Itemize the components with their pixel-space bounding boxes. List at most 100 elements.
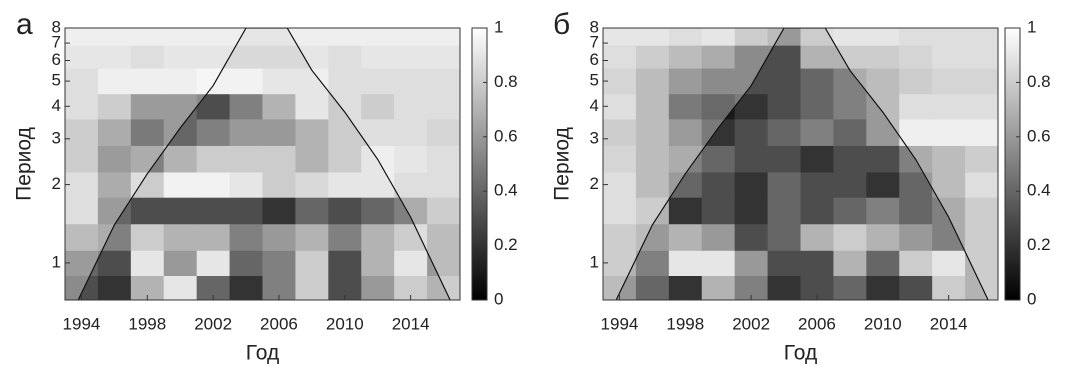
heat-cell bbox=[701, 145, 736, 173]
heat-cell bbox=[833, 28, 867, 46]
heat-cell bbox=[603, 93, 637, 120]
heat-cell bbox=[965, 223, 998, 251]
heat-cell bbox=[163, 68, 198, 95]
heat-cell bbox=[196, 28, 231, 46]
heat-cell bbox=[635, 68, 670, 95]
x-tick-label: 2014 bbox=[392, 314, 430, 333]
heat-cell bbox=[965, 145, 998, 173]
heat-cell bbox=[361, 68, 395, 95]
heat-cell bbox=[97, 145, 132, 173]
heat-cell bbox=[97, 118, 132, 146]
coi-line bbox=[77, 28, 451, 300]
x-tick-label: 1998 bbox=[128, 314, 166, 333]
colorbar-tick-label: 0.8 bbox=[1027, 72, 1051, 91]
heat-cell bbox=[361, 223, 395, 251]
panel-label: б bbox=[553, 8, 570, 41]
heat-cell bbox=[932, 223, 966, 251]
heat-cell bbox=[800, 197, 834, 225]
heat-cell bbox=[130, 93, 165, 120]
heat-cell bbox=[899, 223, 933, 251]
heat-cell bbox=[734, 145, 769, 173]
heat-cell bbox=[196, 68, 231, 95]
heat-cell bbox=[932, 197, 966, 225]
heat-cell bbox=[130, 197, 165, 225]
heat-cell bbox=[701, 197, 736, 225]
heat-cell bbox=[603, 197, 637, 225]
heat-cell bbox=[328, 145, 362, 173]
heat-cell bbox=[965, 28, 998, 46]
heat-cell bbox=[163, 250, 198, 276]
heat-cell bbox=[361, 28, 395, 46]
heat-cell bbox=[65, 93, 99, 120]
heat-cell bbox=[668, 250, 703, 276]
plot-frame bbox=[602, 27, 999, 301]
heat-cell bbox=[866, 28, 900, 46]
heat-cell bbox=[295, 118, 329, 146]
heat-cell bbox=[262, 197, 296, 225]
heat-cell bbox=[163, 118, 198, 146]
heat-cell bbox=[163, 275, 198, 300]
x-tick-label: 2010 bbox=[864, 314, 902, 333]
y-tick-label: 5 bbox=[52, 71, 61, 90]
heat-cell bbox=[701, 171, 736, 198]
heat-cell bbox=[965, 118, 998, 146]
heat-cell bbox=[734, 45, 769, 69]
heat-cell bbox=[635, 197, 670, 225]
heat-cell bbox=[701, 275, 736, 300]
heat-cell bbox=[163, 45, 198, 69]
heat-cell bbox=[262, 45, 296, 69]
heat-cell bbox=[701, 68, 736, 95]
heat-cell bbox=[932, 93, 966, 120]
heat-cell bbox=[701, 28, 736, 46]
heat-cell bbox=[361, 118, 395, 146]
heat-cell bbox=[328, 45, 362, 69]
heat-cell bbox=[295, 145, 329, 173]
heat-cell bbox=[65, 118, 99, 146]
heat-cell bbox=[427, 68, 460, 95]
heat-cell bbox=[701, 93, 736, 120]
coi-line bbox=[615, 28, 989, 300]
heat-cell bbox=[328, 68, 362, 95]
y-axis-label: Период bbox=[13, 127, 36, 201]
heat-cell bbox=[767, 223, 801, 251]
colorbar-tick-label: 0.6 bbox=[494, 126, 518, 145]
heat-cell bbox=[262, 145, 296, 173]
heat-cell bbox=[65, 145, 99, 173]
plot-area bbox=[603, 28, 998, 300]
heat-cell bbox=[932, 118, 966, 146]
heat-cell bbox=[932, 250, 966, 276]
heat-cell bbox=[394, 145, 428, 173]
heat-cell bbox=[965, 68, 998, 95]
heat-cell bbox=[767, 45, 801, 69]
heat-cell bbox=[394, 171, 428, 198]
heat-cell bbox=[229, 250, 263, 276]
heat-cell bbox=[603, 68, 637, 95]
heat-cell bbox=[262, 223, 296, 251]
heat-cell bbox=[361, 197, 395, 225]
colorbar-tick-label: 0 bbox=[494, 289, 503, 308]
heat-cell bbox=[965, 45, 998, 69]
heat-cell bbox=[800, 250, 834, 276]
heat-cell bbox=[932, 145, 966, 173]
heat-cell bbox=[394, 250, 428, 276]
heat-cell bbox=[163, 93, 198, 120]
heat-cell bbox=[899, 275, 933, 300]
heat-cell bbox=[668, 68, 703, 95]
heat-cell bbox=[130, 68, 165, 95]
heat-cell bbox=[800, 93, 834, 120]
heat-cell bbox=[262, 28, 296, 46]
heat-cell bbox=[97, 93, 132, 120]
heat-cell bbox=[229, 145, 263, 173]
heat-cell bbox=[65, 45, 99, 69]
panel-label: а bbox=[16, 8, 33, 41]
heat-cell bbox=[734, 93, 769, 120]
heat-cell bbox=[361, 171, 395, 198]
heat-cell bbox=[833, 118, 867, 146]
heat-cell bbox=[295, 275, 329, 300]
heat-cell bbox=[295, 250, 329, 276]
heat-cell bbox=[767, 145, 801, 173]
heat-cell bbox=[328, 250, 362, 276]
heat-cell bbox=[262, 68, 296, 95]
y-tick-label: 6 bbox=[590, 50, 599, 69]
heat-cell bbox=[361, 250, 395, 276]
